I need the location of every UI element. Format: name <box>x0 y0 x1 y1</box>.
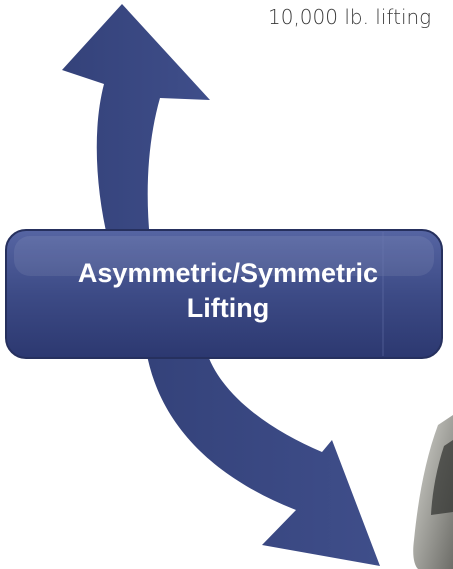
label-box <box>5 229 443 359</box>
caption: 10,000 lb. lifting <box>268 5 431 29</box>
label-line: Lifting <box>187 293 269 323</box>
label-line: Asymmetric/Symmetric <box>78 258 378 288</box>
vehicle-window <box>431 440 453 515</box>
label-box-highlight <box>14 236 434 276</box>
arrow-down <box>146 350 380 566</box>
arrow-up <box>62 4 210 240</box>
